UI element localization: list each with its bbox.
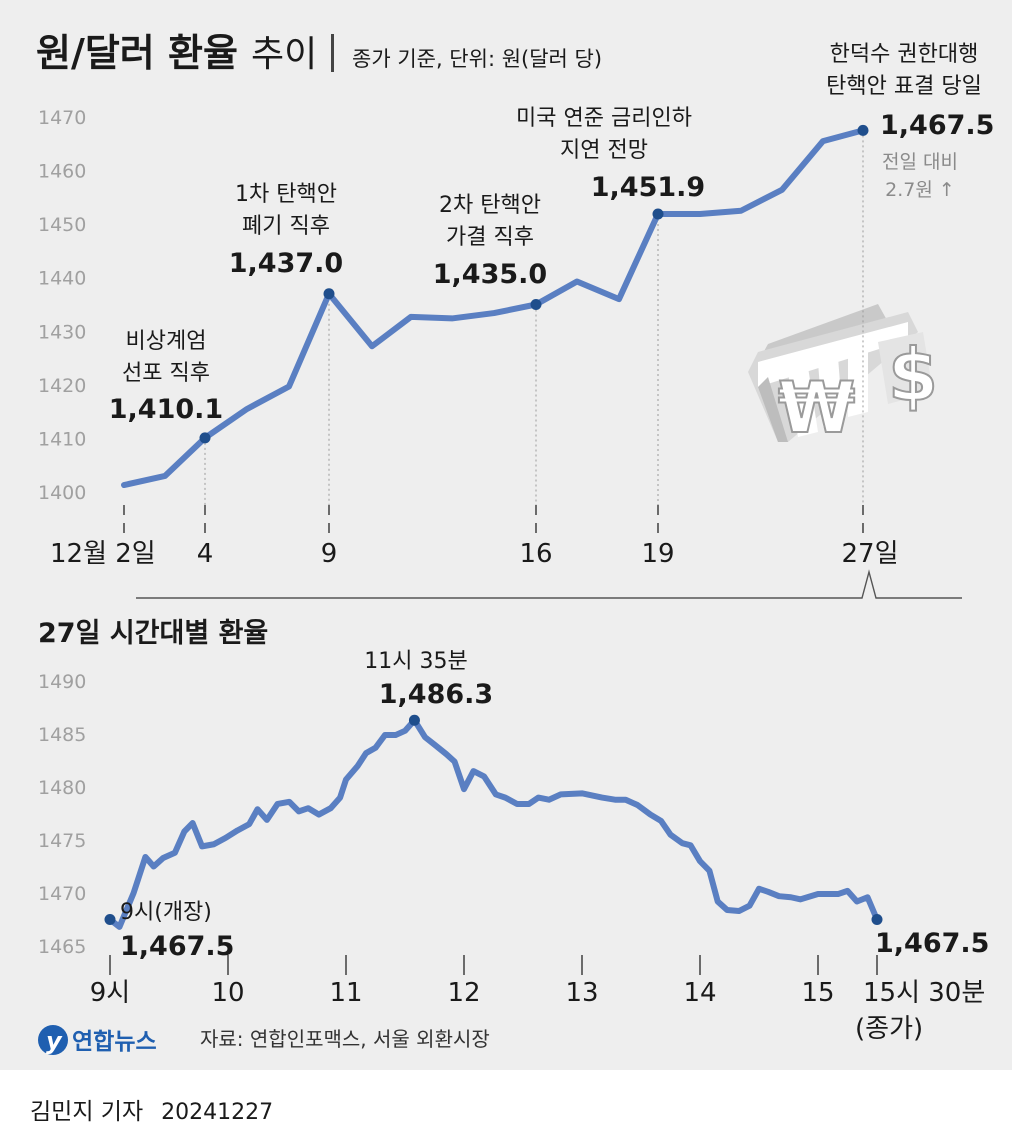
data-point-marker — [857, 124, 869, 136]
svg-text:₩: ₩ — [778, 367, 855, 449]
annotation-text: 선포 직후 — [122, 361, 210, 386]
title-bold: 원/달러 환율 — [36, 31, 238, 75]
annotation-text: 11시 35분 — [364, 649, 467, 674]
publish-date: 20241227 — [161, 1100, 274, 1125]
annotation-value: 1,486.3 — [379, 679, 493, 710]
x-tick-label: 16 — [519, 539, 552, 569]
x-tick-label-sub: (종가) — [855, 1014, 923, 1044]
svg-text:$: $ — [888, 333, 938, 417]
data-point-marker — [408, 714, 420, 726]
reporter-name: 김민지 기자 — [30, 1099, 144, 1125]
x-tick-label: 14 — [683, 978, 716, 1008]
annotation-text: 9시(개장) — [120, 900, 212, 925]
yonhap-logo-icon — [38, 1025, 68, 1055]
annotation-value: 1,437.0 — [229, 248, 343, 279]
annotation-value: 1,467.5 — [120, 931, 234, 962]
y-tick-label: 1400 — [38, 482, 86, 504]
x-tick-label: 15 — [801, 978, 834, 1008]
annotation-text: 2차 탄핵안 — [439, 193, 541, 218]
data-point-marker — [199, 432, 211, 444]
y-tick-label: 1450 — [38, 214, 86, 236]
y-tick-label: 1465 — [38, 936, 86, 958]
annotation-text: 비상계엄 — [126, 329, 207, 354]
logo-text: 연합뉴스 — [72, 1029, 157, 1055]
x-tick-label: 12월 2일 — [50, 539, 156, 569]
y-tick-label: 1420 — [38, 375, 86, 397]
title-divider — [331, 34, 334, 72]
x-tick-label: 4 — [197, 539, 214, 569]
data-point-marker — [652, 208, 664, 220]
y-tick-label: 1430 — [38, 321, 86, 343]
y-tick-label: 1475 — [38, 830, 86, 852]
svg-text:y: y — [46, 1027, 63, 1055]
x-tick-label: 9 — [321, 539, 338, 569]
data-point-marker — [104, 914, 116, 925]
intraday-rate-line — [107, 717, 880, 930]
data-point-marker — [530, 299, 542, 310]
x-tick-label: 12 — [447, 978, 480, 1008]
y-tick-label: 1480 — [38, 777, 86, 799]
credit-line: 김민지 기자 20241227 — [30, 1092, 291, 1126]
change-note: 전일 대비 — [882, 151, 958, 173]
daily-rate-chart: 1400 1410 1420 1430 1440 1450 1460 1470 12월 2일 4 9… — [38, 42, 994, 569]
annotation-text: 미국 연준 금리인하 — [516, 106, 692, 131]
data-point-marker — [871, 914, 883, 925]
y-tick-label: 1410 — [38, 428, 86, 450]
x-tick-label: 27일 — [841, 539, 898, 569]
intraday-chart-title: 27일 시간대별 환율 — [38, 618, 268, 649]
y-tick-label: 1440 — [38, 268, 86, 290]
annotation-value: 1,435.0 — [433, 259, 547, 290]
intraday-rate-chart: 1465 1470 1475 1480 1485 1490 9시 10 11 12 13 14 15 15… — [38, 649, 989, 1044]
y-tick-label: 1470 — [38, 883, 86, 905]
x-tick-label: 11 — [329, 978, 362, 1008]
x-tick-label: 13 — [565, 978, 598, 1008]
page-title: 원/달러 환율 추이 — [36, 31, 317, 75]
yonhap-logo: y 연합뉴스 — [38, 1025, 157, 1055]
annotation-text: 지연 전망 — [560, 138, 648, 163]
y-tick-label: 1460 — [38, 161, 86, 183]
x-tick-label: 10 — [211, 978, 244, 1008]
infographic-panel: 원/달러 환율 추이 종가 기준, 단위: 원(달러 당) $ ₩ 1400 14… — [0, 0, 1012, 1070]
x-tick-label: 19 — [641, 539, 674, 569]
chart-subtitle: 종가 기준, 단위: 원(달러 당) — [352, 47, 602, 71]
data-point-marker — [323, 288, 335, 300]
won-dollar-icon: $ ₩ — [748, 304, 939, 450]
chart-canvas: 원/달러 환율 추이 종가 기준, 단위: 원(달러 당) $ ₩ 140014… — [36, 31, 994, 1055]
y-tick-label: 1485 — [38, 724, 86, 746]
annotation-value: 1,451.9 — [591, 172, 705, 203]
chart-separator — [136, 569, 962, 599]
x-tick-label: 9시 — [90, 978, 130, 1008]
change-note: 2.7원 ↑ — [885, 179, 955, 201]
annotation-text: 가결 직후 — [446, 225, 534, 250]
daily-rate-line — [121, 127, 866, 489]
annotation-value: 1,410.1 — [109, 394, 223, 425]
annotation-text: 폐기 직후 — [242, 214, 330, 239]
y-tick-label: 1470 — [38, 107, 86, 129]
annotation-text: 한덕수 권한대행 — [830, 42, 979, 67]
annotation-text: 탄핵안 표결 당일 — [826, 74, 982, 99]
x-tick-label: 15시 30분 — [863, 978, 985, 1008]
annotation-text: 1차 탄핵안 — [235, 182, 337, 207]
title-light: 추이 — [251, 34, 317, 75]
y-tick-label: 1490 — [38, 671, 86, 693]
annotation-value: 1,467.5 — [875, 928, 989, 959]
source-note: 자료: 연합인포맥스, 서울 외환시장 — [200, 1027, 490, 1051]
annotation-value: 1,467.5 — [880, 110, 994, 141]
